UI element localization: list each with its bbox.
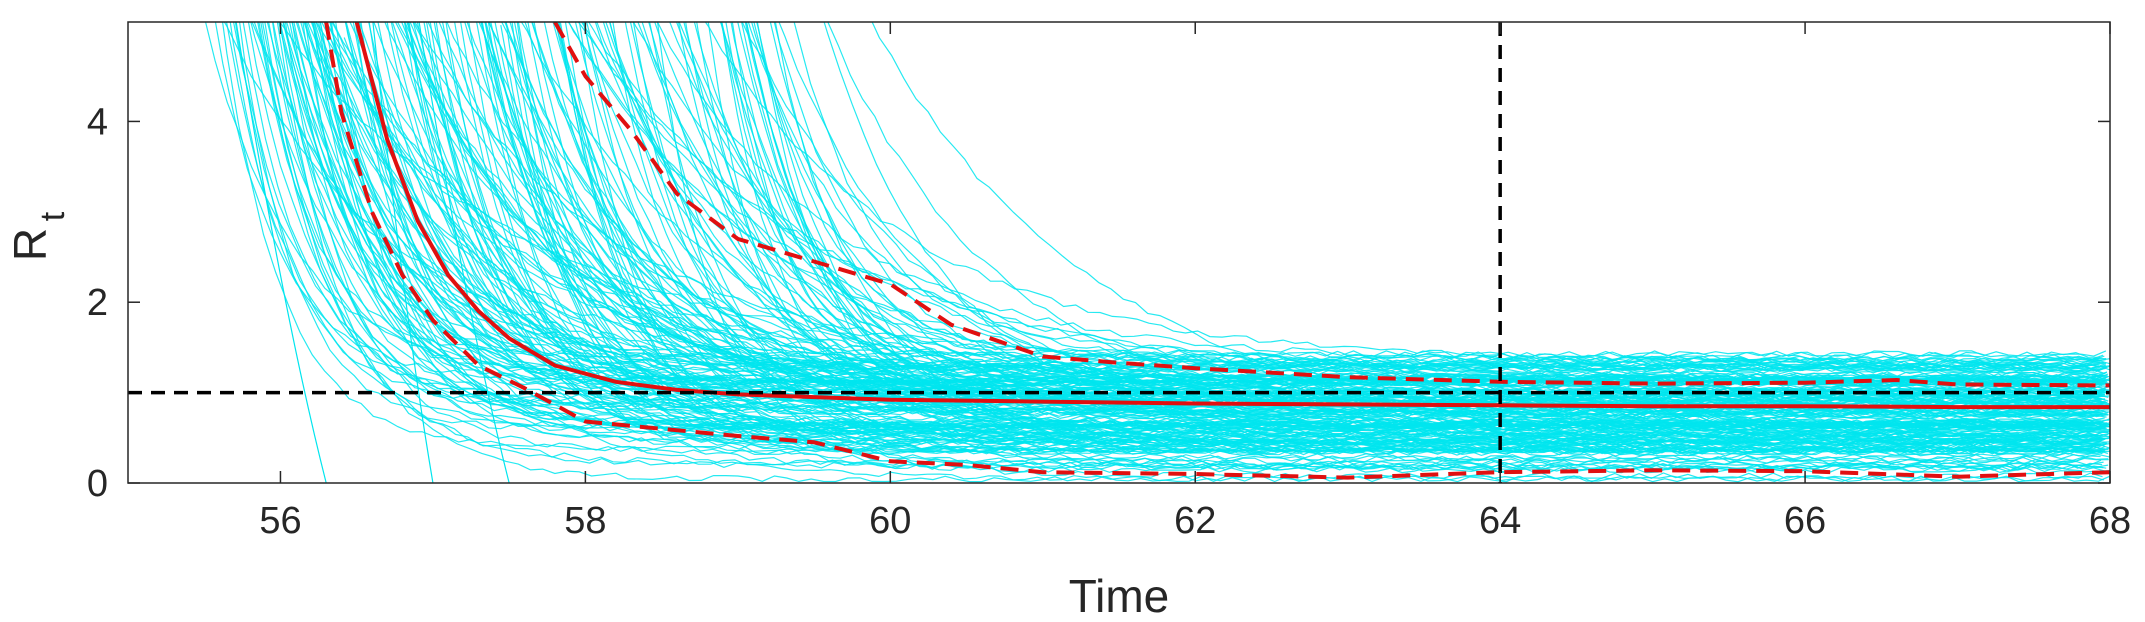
- ensemble-line: [745, 22, 2104, 406]
- ensemble-line: [312, 22, 2100, 427]
- ensemble-line: [282, 22, 2110, 368]
- x-tick-label: 58: [564, 500, 606, 542]
- ensemble-line: [315, 22, 2103, 382]
- ensemble-line: [429, 22, 2108, 416]
- ensemble-line: [478, 22, 2105, 409]
- y-axis: 0 2 4: [87, 101, 2110, 505]
- ensemble-line: [629, 22, 2104, 468]
- ensemble-line: [468, 22, 2109, 438]
- x-axis-label: Time: [1069, 570, 1170, 622]
- ensemble-line: [774, 22, 2107, 357]
- ensemble-line: [425, 22, 2108, 382]
- ensemble-line: [741, 22, 2104, 441]
- ensemble-line: [731, 22, 2103, 400]
- ensemble-line: [304, 22, 2102, 410]
- ensemble-line: [823, 22, 2109, 438]
- y-tick-label: 4: [87, 101, 108, 143]
- ensemble-line: [609, 22, 2110, 406]
- ensemble-trajectories: [204, 22, 2110, 483]
- ensemble-line: [656, 22, 2110, 365]
- ensemble-line: [677, 22, 2105, 395]
- ensemble-line: [476, 22, 2109, 465]
- x-tick-label: 56: [259, 500, 301, 542]
- ensemble-line: [704, 22, 2101, 365]
- ensemble-line: [773, 22, 2109, 394]
- x-axis: 56 58 60 62 64 66 68: [259, 22, 2131, 542]
- ensemble-line: [675, 22, 2101, 392]
- ensemble-line: [368, 22, 2110, 449]
- y-tick-label: 0: [87, 463, 108, 505]
- ensemble-line: [669, 22, 2105, 410]
- ensemble-line: [418, 22, 510, 483]
- ensemble-line: [654, 22, 2102, 396]
- ensemble-line: [221, 22, 2106, 453]
- ensemble-line: [303, 22, 2104, 416]
- ensemble-line: [793, 22, 2104, 368]
- ensemble-line: [214, 22, 2102, 383]
- ensemble-line: [720, 22, 2110, 387]
- lower-bound-line: [324, 22, 2110, 480]
- y-axis-label: R: [4, 228, 56, 261]
- x-tick-label: 66: [1784, 500, 1826, 542]
- ensemble-line: [268, 22, 2105, 446]
- ensemble-line: [329, 22, 2106, 405]
- reference-lines: [128, 22, 2110, 483]
- ensemble-line: [235, 22, 327, 483]
- ensemble-line: [524, 22, 2104, 417]
- median-series: [354, 22, 2110, 410]
- y-axis-label-subscript: t: [34, 211, 72, 221]
- ensemble-line: [319, 22, 2101, 431]
- ensemble-line: [632, 22, 2110, 384]
- ensemble-line: [297, 22, 2110, 482]
- ensemble-line: [404, 22, 2109, 412]
- ensemble-line: [435, 22, 2100, 446]
- x-tick-label: 62: [1174, 500, 1216, 542]
- ensemble-line: [725, 22, 2110, 409]
- ensemble-line: [588, 22, 2107, 379]
- ensemble-line: [488, 22, 2103, 440]
- ensemble-line: [441, 22, 2102, 431]
- plot-frame: [127, 21, 2111, 484]
- ensemble-line: [262, 22, 2106, 375]
- ensemble-line: [324, 22, 2108, 416]
- ensemble-line: [580, 22, 2104, 427]
- upper-bound-line: [553, 22, 2110, 388]
- median-line: [354, 22, 2110, 410]
- ensemble-line: [283, 22, 2106, 392]
- ensemble-line: [229, 22, 2100, 408]
- ensemble-line: [264, 22, 2103, 469]
- ensemble-line: [747, 22, 2105, 363]
- y-axis-label-group: R t: [4, 211, 72, 261]
- ensemble-line: [356, 22, 2101, 448]
- ensemble-line: [325, 22, 2110, 371]
- x-tick-label: 64: [1479, 500, 1521, 542]
- ensemble-line: [260, 22, 2102, 467]
- ensemble-line: [744, 22, 2107, 393]
- ensemble-line: [721, 22, 2104, 428]
- ensemble-line: [460, 22, 2104, 471]
- bound-series: [324, 22, 2110, 480]
- ensemble-line: [557, 22, 2107, 387]
- ensemble-line: [331, 22, 2110, 406]
- ensemble-line: [295, 22, 2108, 372]
- ensemble-line: [568, 22, 2110, 384]
- x-tick-label: 68: [2089, 500, 2131, 542]
- ensemble-line: [753, 22, 2106, 364]
- x-tick-label: 60: [869, 500, 911, 542]
- ensemble-line: [740, 22, 2108, 378]
- y-tick-label: 2: [87, 282, 108, 324]
